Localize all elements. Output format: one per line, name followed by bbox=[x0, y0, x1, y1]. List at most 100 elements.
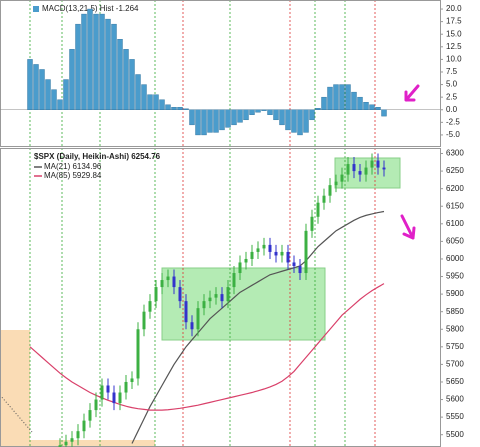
candle-body bbox=[244, 258, 248, 263]
candle-body bbox=[334, 181, 338, 186]
bar bbox=[231, 109, 237, 126]
bar bbox=[255, 109, 261, 113]
candle-body bbox=[148, 301, 152, 312]
bar bbox=[189, 109, 195, 126]
bar bbox=[135, 74, 141, 110]
bar bbox=[267, 109, 273, 115]
bar bbox=[177, 107, 183, 110]
candle-body bbox=[298, 265, 302, 274]
bar bbox=[219, 109, 225, 131]
bar bbox=[117, 39, 123, 110]
bar bbox=[207, 109, 213, 133]
bar bbox=[63, 79, 69, 110]
y-tick-label: -5.0 bbox=[446, 130, 460, 139]
bar bbox=[123, 49, 129, 110]
y-tick-label: 17.5 bbox=[446, 17, 462, 26]
y-tick-label: 6100 bbox=[446, 219, 464, 228]
bar bbox=[39, 69, 45, 110]
highlight-box bbox=[30, 440, 155, 447]
bar bbox=[369, 104, 375, 110]
bar bbox=[237, 109, 243, 123]
candle-body bbox=[208, 297, 212, 302]
bar bbox=[45, 79, 51, 110]
candle-body bbox=[202, 301, 206, 309]
candle-body bbox=[358, 171, 362, 175]
candle-body bbox=[82, 420, 86, 432]
bar bbox=[183, 108, 189, 110]
y-tick-label: 5750 bbox=[446, 342, 464, 351]
y-tick-label: 6150 bbox=[446, 201, 464, 210]
panel-title: MACD(13,21,5) Hist -1.264 bbox=[42, 4, 139, 13]
y-tick-label: 6300 bbox=[446, 149, 464, 158]
candle-body bbox=[280, 251, 284, 256]
bar bbox=[351, 91, 357, 110]
bar bbox=[147, 94, 153, 110]
y-tick-label: 6200 bbox=[446, 184, 464, 193]
bar bbox=[213, 109, 219, 133]
y-tick-label: 7.5 bbox=[446, 67, 458, 76]
bar bbox=[303, 109, 309, 133]
candle-body bbox=[160, 280, 164, 288]
y-tick-label: 5850 bbox=[446, 307, 464, 316]
candle-body bbox=[262, 244, 266, 249]
bar bbox=[285, 109, 291, 131]
y-tick-label: 5550 bbox=[446, 412, 464, 421]
candle-body bbox=[220, 294, 224, 302]
candle-body bbox=[64, 441, 68, 446]
candle-body bbox=[382, 167, 386, 170]
candle-body bbox=[142, 311, 146, 330]
bar bbox=[27, 59, 33, 110]
bar bbox=[291, 109, 297, 133]
candle-body bbox=[124, 381, 128, 393]
candle-body bbox=[76, 431, 80, 439]
panel-title: $SPX (Daily, Heikin-Ashi) 6254.76 bbox=[34, 152, 161, 161]
bar bbox=[153, 94, 159, 110]
bar bbox=[249, 109, 255, 115]
bar bbox=[273, 109, 279, 121]
bar bbox=[297, 109, 303, 136]
y-tick-label: 5700 bbox=[446, 360, 464, 369]
price-plot bbox=[29, 153, 386, 447]
candle-body bbox=[112, 392, 116, 404]
candle-body bbox=[232, 273, 236, 288]
bar bbox=[309, 109, 315, 121]
candle-body bbox=[322, 195, 326, 203]
candle-body bbox=[376, 160, 380, 168]
candle-body bbox=[226, 287, 230, 302]
candle-body bbox=[106, 385, 110, 393]
bar bbox=[339, 84, 345, 110]
candle-body bbox=[88, 410, 92, 421]
highlight-box bbox=[161, 267, 326, 341]
bar bbox=[33, 64, 39, 110]
bar bbox=[363, 101, 369, 110]
trend-line bbox=[0, 394, 33, 433]
ma-line bbox=[131, 210, 385, 444]
bar bbox=[99, 13, 105, 110]
bar bbox=[201, 109, 207, 136]
candle-body bbox=[370, 160, 374, 168]
y-tick-label: 5800 bbox=[446, 324, 464, 333]
candle-body bbox=[58, 445, 62, 447]
arrow bbox=[400, 214, 416, 240]
bar bbox=[159, 99, 165, 110]
bar bbox=[141, 84, 147, 110]
bar bbox=[261, 109, 267, 111]
bar bbox=[57, 99, 63, 110]
bar bbox=[315, 108, 321, 110]
y-tick-label: -2.5 bbox=[446, 117, 460, 126]
candle-body bbox=[238, 262, 242, 274]
event-lines bbox=[29, 0, 376, 447]
bar bbox=[87, 8, 93, 110]
candle-body bbox=[310, 216, 314, 231]
y-tick-label: 6050 bbox=[446, 236, 464, 245]
bar bbox=[51, 89, 57, 110]
y-tick-label: 2.5 bbox=[446, 92, 458, 101]
bar bbox=[243, 109, 249, 121]
highlight-box bbox=[0, 330, 30, 447]
y-tick-label: 12.5 bbox=[446, 42, 462, 51]
candle-body bbox=[286, 251, 290, 263]
candle-body bbox=[328, 185, 332, 196]
bar bbox=[129, 59, 135, 110]
y-tick-label: 6250 bbox=[446, 166, 464, 175]
